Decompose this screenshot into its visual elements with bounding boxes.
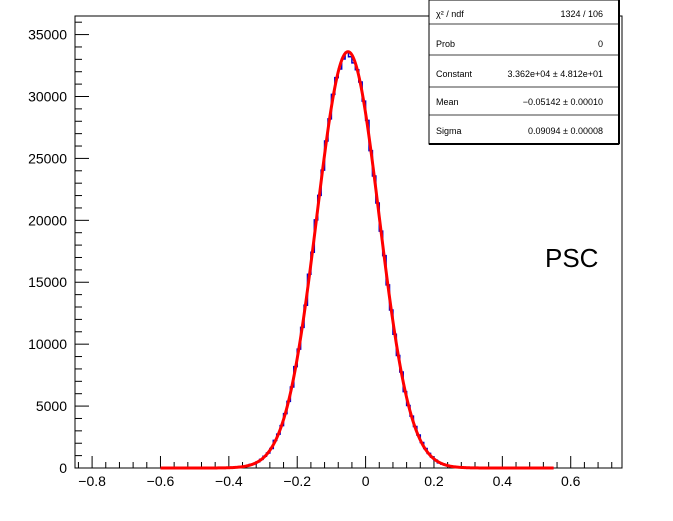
y-tick-label: 5000 xyxy=(36,398,67,414)
y-axis-tick-labels: 0 5000 10000 15000 20000 25000 30000 35000 xyxy=(28,27,67,476)
stats-label-sigma: Sigma xyxy=(436,126,462,136)
x-tick-label: 0.6 xyxy=(561,473,581,489)
x-tick-label: 0 xyxy=(362,473,370,489)
x-tick-label: −0.6 xyxy=(147,473,175,489)
gaussian-fit-curve xyxy=(160,50,554,470)
y-tick-label: 25000 xyxy=(28,150,67,166)
x-tick-label: 0.2 xyxy=(424,473,444,489)
stats-value-prob: 0 xyxy=(598,39,603,49)
stats-value-chi2ndf: 1324 / 106 xyxy=(560,9,603,19)
stats-value-mean: −0.05142 ± 0.00010 xyxy=(523,97,603,107)
x-tick-label: −0.4 xyxy=(215,473,243,489)
y-tick-label: 35000 xyxy=(28,27,67,43)
stats-label-prob: Prob xyxy=(436,39,455,49)
y-tick-label: 0 xyxy=(59,460,67,476)
y-tick-label: 15000 xyxy=(28,274,67,290)
plot-frame xyxy=(74,15,623,469)
y-tick-label: 10000 xyxy=(28,336,67,352)
y-axis-ticks xyxy=(75,21,89,469)
stats-label-constant: Constant xyxy=(436,69,473,79)
stats-value-sigma: 0.09094 ± 0.00008 xyxy=(528,126,603,136)
stats-box: χ² / ndf 1324 / 106 Prob 0 Constant 3.36… xyxy=(428,0,620,145)
x-tick-label: −0.2 xyxy=(283,473,311,489)
x-axis-tick-labels: −0.8 −0.6 −0.4 −0.2 0 0.2 0.4 0.6 xyxy=(78,473,580,489)
stats-value-constant: 3.362e+04 ± 4.812e+01 xyxy=(507,69,603,79)
psc-annotation: PSC xyxy=(545,243,598,273)
x-tick-label: −0.8 xyxy=(78,473,106,489)
stats-label-mean: Mean xyxy=(436,97,459,107)
x-tick-label: 0.4 xyxy=(493,473,513,489)
y-tick-label: 30000 xyxy=(28,88,67,104)
y-tick-label: 20000 xyxy=(28,212,67,228)
stats-label-chi2ndf: χ² / ndf xyxy=(436,9,464,19)
